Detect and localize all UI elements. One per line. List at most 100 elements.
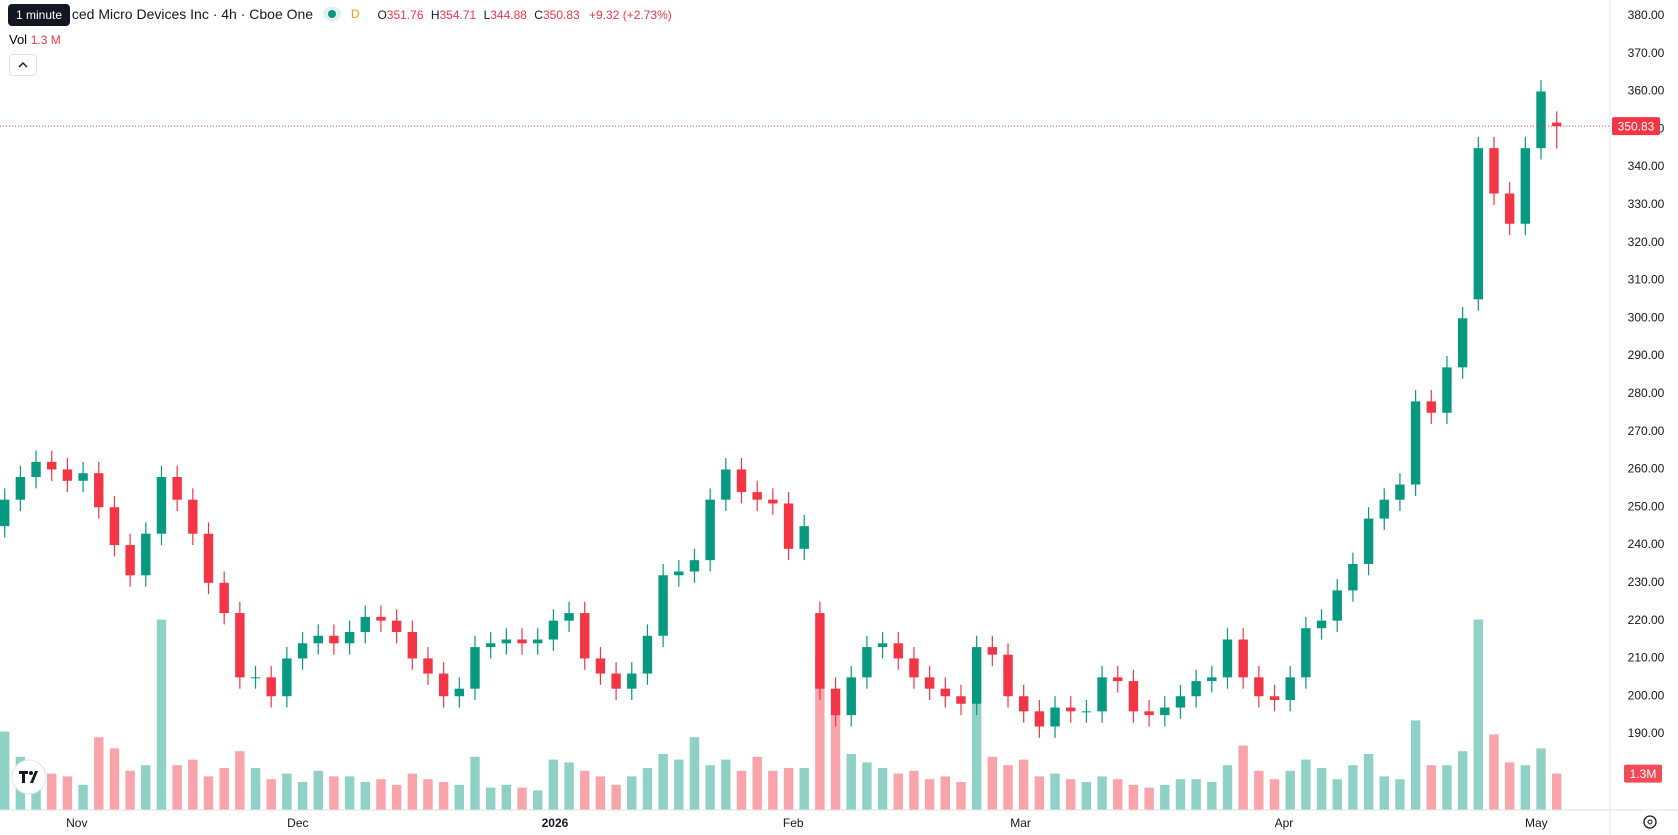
volume-bar: [1254, 770, 1264, 810]
volume-bar: [846, 754, 856, 810]
volume-bar: [1473, 619, 1484, 810]
candle-body: [971, 647, 982, 704]
y-tick-label: 300.00: [1628, 310, 1665, 324]
collapse-button[interactable]: [9, 54, 37, 76]
volume-bar: [1285, 770, 1295, 810]
volume-bar: [768, 770, 778, 810]
candle-body: [564, 613, 574, 621]
y-tick-label: 320.00: [1628, 235, 1665, 249]
volume-bar: [689, 737, 700, 810]
chevron: [18, 62, 28, 68]
tooltip: 1 minute: [8, 4, 71, 26]
last-price-label: 350.83: [1618, 119, 1655, 133]
candle-body: [783, 503, 794, 549]
volume-bar: [548, 759, 559, 810]
settings-icon[interactable]: [1640, 812, 1660, 832]
volume-bar: [1144, 787, 1154, 810]
volume-bar: [282, 773, 292, 810]
vol-value: 1.3 M: [30, 33, 61, 47]
volume-bar: [235, 751, 245, 810]
volume-bar: [1489, 734, 1499, 810]
volume-bar: [470, 756, 480, 810]
candle-body: [172, 477, 182, 500]
candle-body: [376, 616, 386, 621]
candle-body: [329, 635, 339, 644]
volume-legend: Vol 1.3 M: [9, 32, 61, 47]
candle-body: [470, 647, 480, 689]
candle-body: [1254, 677, 1264, 697]
volume-bar: [1301, 759, 1311, 810]
volume-bar: [0, 731, 10, 810]
volume-bar: [893, 773, 903, 810]
candle-body: [627, 673, 637, 689]
volume-bar: [705, 765, 715, 810]
candle-body: [1050, 707, 1060, 727]
candle-body: [1285, 677, 1295, 701]
candle-body: [1332, 590, 1342, 621]
candle-body: [877, 643, 888, 648]
volume-bar: [156, 619, 167, 810]
volume-bar: [595, 776, 606, 810]
candle-body: [1348, 563, 1358, 591]
candle-body: [1504, 193, 1515, 224]
candle-body: [736, 469, 747, 493]
candle-body: [501, 639, 512, 644]
candle-body: [47, 461, 57, 470]
volume-bar: [141, 765, 151, 810]
last-price-tag: [1612, 117, 1660, 136]
candle-body: [1097, 677, 1107, 712]
candle-body: [1175, 696, 1186, 708]
volume-bar: [1551, 773, 1562, 810]
y-tick-label: 250.00: [1628, 499, 1665, 513]
volume-bar: [219, 768, 229, 810]
logo: [11, 759, 47, 795]
candle-body: [0, 499, 10, 527]
volume-bar: [391, 784, 402, 810]
x-tick-label: Feb: [783, 816, 804, 830]
candle-body: [1395, 484, 1405, 500]
volume-bar: [533, 790, 543, 810]
y-tick-label: 340.00: [1628, 159, 1665, 173]
volume-bar: [1379, 776, 1389, 810]
volume-bar: [877, 768, 888, 810]
candle-body: [1222, 639, 1233, 678]
volume-bar: [642, 768, 653, 810]
candle-body: [830, 688, 841, 716]
volume-bar: [580, 770, 590, 810]
volume-tag-label: 1.3M: [1630, 767, 1657, 781]
candle-body: [1520, 148, 1531, 224]
candle-body: [1128, 681, 1139, 712]
candle-body: [768, 499, 778, 504]
candle-body: [846, 677, 856, 716]
candle-body: [1457, 318, 1468, 368]
y-tick-label: 330.00: [1628, 197, 1665, 211]
volume-bar: [438, 782, 449, 810]
candle-body: [517, 639, 527, 644]
y-tick-label: 310.00: [1628, 273, 1665, 287]
candle-body: [438, 673, 449, 697]
candle-body: [125, 545, 135, 576]
candle-body: [203, 533, 214, 583]
candle-body: [1426, 401, 1436, 413]
candle-body: [78, 473, 88, 481]
volume-bar: [1050, 773, 1060, 810]
volume-bar: [987, 756, 998, 810]
volume-tag: [1624, 764, 1662, 783]
volume-bar: [658, 754, 668, 810]
volume-bar: [47, 773, 57, 810]
y-tick-label: 270.00: [1628, 424, 1665, 438]
volume-bar: [423, 779, 433, 810]
y-tick-label: 240.00: [1628, 537, 1665, 551]
volume-bar: [1175, 779, 1186, 810]
volume-bar: [1426, 765, 1436, 810]
volume-bar: [62, 776, 73, 810]
candle-body: [1301, 628, 1311, 678]
o-value: 351.76: [386, 7, 424, 22]
volume-bar: [1410, 720, 1421, 810]
volume-bar: [266, 779, 276, 810]
volume-bar: [1113, 779, 1123, 810]
change: +9.32 (+2.73%): [589, 7, 672, 22]
volume-bar: [752, 756, 762, 810]
candle-body: [1551, 122, 1562, 127]
